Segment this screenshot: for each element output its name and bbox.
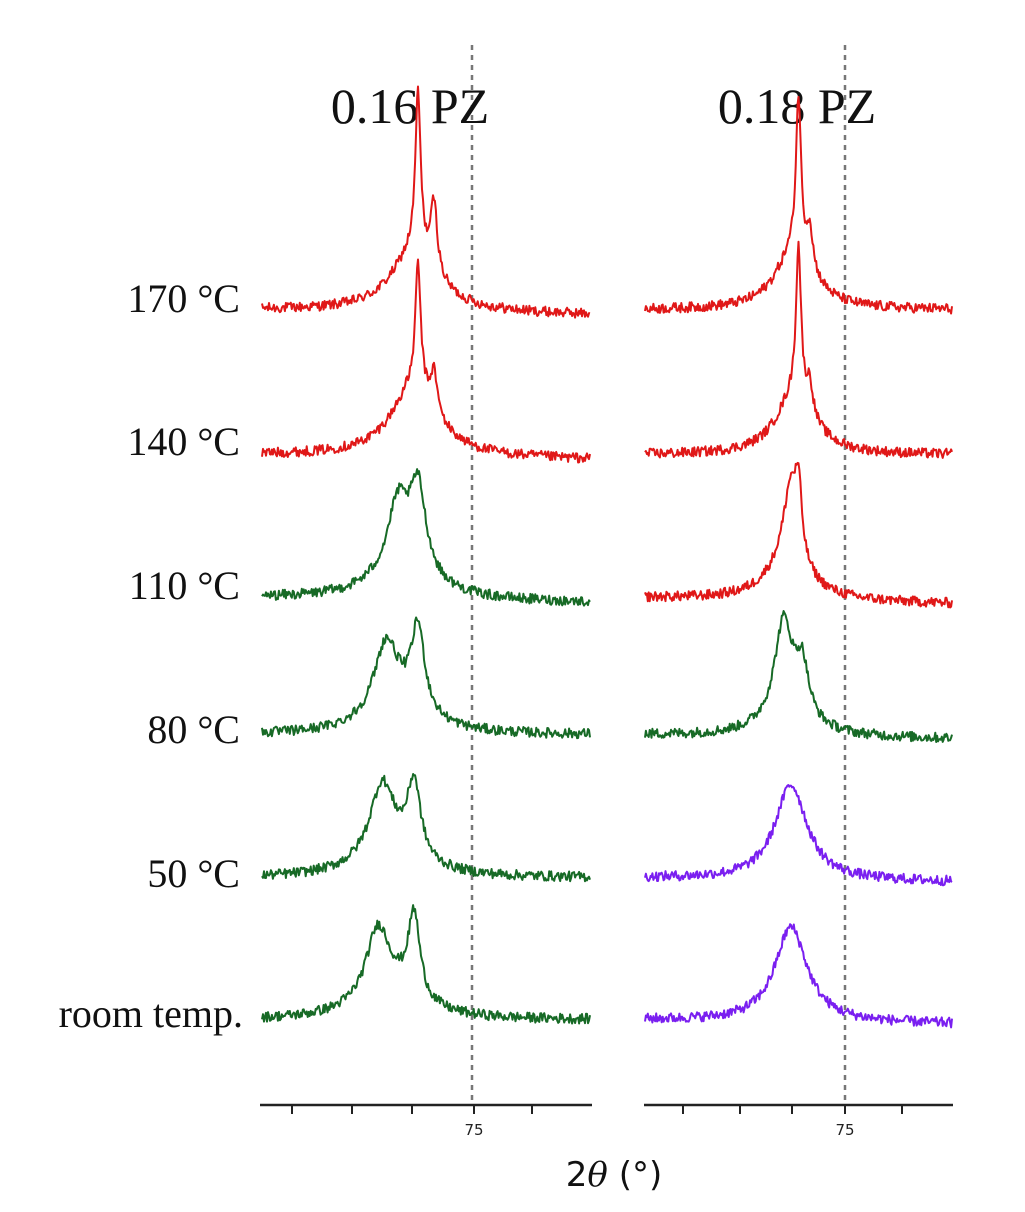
trace-018pz-140-c <box>644 240 953 459</box>
trace-016pz-room-temp- <box>261 904 591 1025</box>
x-tick-label-right: 75 <box>835 1121 854 1139</box>
row-label-room-temp: room temp. <box>59 991 243 1036</box>
trace-016pz-170-c <box>261 85 591 319</box>
trace-016pz-80-c <box>261 616 591 740</box>
trace-018pz-80-c <box>644 610 953 743</box>
trace-016pz-110-c <box>261 468 591 607</box>
trace-016pz-140-c <box>261 258 591 464</box>
row-label-140c: 140 °C <box>127 419 240 464</box>
row-label-50c: 50 °C <box>147 851 240 896</box>
row-label-80c: 80 °C <box>147 707 240 752</box>
trace-018pz-110-c <box>644 461 953 609</box>
trace-018pz-room-temp- <box>644 923 953 1029</box>
panel-title-left: 0.16 PZ <box>331 78 489 134</box>
x-axis-title: 2θ (°) <box>566 1155 662 1195</box>
tick-marks <box>291 1105 903 1114</box>
traces-layer <box>261 85 953 1029</box>
row-label-170c: 170 °C <box>127 276 240 321</box>
trace-018pz-50-c <box>644 784 953 887</box>
trace-016pz-50-c <box>261 773 591 883</box>
trace-018pz-170-c <box>644 95 953 315</box>
row-label-110c: 110 °C <box>129 563 240 608</box>
x-tick-label-left: 75 <box>464 1121 483 1139</box>
